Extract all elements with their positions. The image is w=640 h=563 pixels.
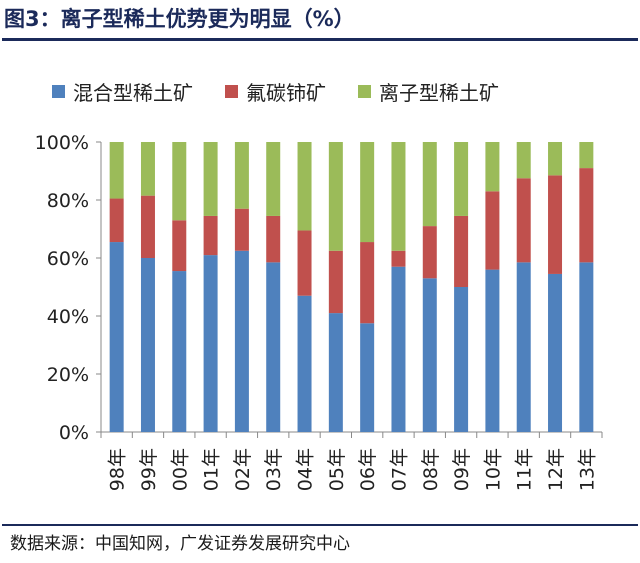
bar-segment-ionic	[548, 142, 563, 176]
legend-swatch-mixed	[52, 84, 65, 98]
stacked-bar-chart: 0% 20% 40% 60% 80% 100% 98年 99年 00年 01年 02年 03年 04年 0…	[35, 132, 603, 491]
bar-segment-ionic	[172, 142, 187, 221]
x-tick-label: 08年	[420, 448, 442, 491]
bar-segment-mixed	[172, 271, 187, 432]
x-tick-label: 11年	[514, 448, 536, 491]
bar-segment-mixed	[579, 262, 594, 432]
x-tick-label: 13年	[576, 448, 598, 491]
bar-segment-fluoro	[109, 198, 124, 243]
bar-segment-fluoro	[422, 226, 437, 279]
x-tick-label: 00年	[169, 448, 191, 491]
bar-segment-ionic	[516, 142, 531, 179]
bar-segment-ionic	[391, 142, 406, 251]
x-tick-label: 03年	[263, 448, 285, 491]
bar-segment-fluoro	[360, 242, 375, 324]
bar-segment-ionic	[297, 142, 312, 231]
legend-item-ionic: 离子型稀土矿	[358, 77, 499, 106]
bar-segment-mixed	[516, 262, 531, 432]
x-tick-label: 02年	[232, 448, 254, 491]
x-tick-label: 01年	[201, 448, 223, 491]
bar-segment-fluoro	[548, 175, 563, 274]
legend-item-fluoro: 氟碳铈矿	[225, 77, 326, 106]
bar-segment-mixed	[109, 242, 124, 432]
bar-segment-fluoro	[579, 168, 594, 263]
x-tick-label: 04年	[295, 448, 317, 491]
bar-segment-mixed	[360, 323, 375, 432]
legend-swatch-fluoro	[225, 84, 238, 98]
bar-segment-fluoro	[485, 191, 500, 270]
y-tick-label: 60%	[47, 248, 89, 270]
bar-segment-ionic	[266, 142, 281, 216]
bar-segment-mixed	[234, 250, 249, 432]
bar-segment-ionic	[109, 142, 124, 199]
bar-segment-fluoro	[172, 220, 187, 272]
x-tick-label: 05年	[326, 448, 348, 491]
bar-segment-mixed	[485, 269, 500, 432]
bar-segment-mixed	[140, 258, 155, 432]
bar-segment-ionic	[360, 142, 375, 243]
legend-label-ionic: 离子型稀土矿	[379, 80, 499, 105]
bar-segment-mixed	[297, 295, 312, 432]
bar-segment-ionic	[140, 142, 155, 196]
legend-label-mixed: 混合型稀土矿	[73, 80, 193, 105]
x-tick-label: 99年	[138, 448, 160, 491]
source-divider	[2, 524, 638, 526]
x-tick-label: 06年	[357, 448, 379, 491]
bar-segment-mixed	[422, 278, 437, 432]
bar-segment-fluoro	[516, 178, 531, 263]
y-tick-label: 0%	[59, 422, 89, 444]
bar-segment-mixed	[266, 262, 281, 432]
source-note: 数据来源：中国知网，广发证券发展研究中心	[10, 534, 350, 554]
bar-segment-mixed	[391, 266, 406, 432]
bar-segment-fluoro	[266, 215, 281, 263]
x-tick-label: 98年	[107, 448, 129, 491]
title-divider	[2, 38, 638, 41]
bar-segment-mixed	[328, 313, 343, 432]
legend-item-mixed: 混合型稀土矿	[52, 77, 193, 106]
bar-segment-ionic	[328, 142, 343, 251]
y-tick-label: 100%	[35, 132, 89, 154]
bar-segment-ionic	[203, 142, 218, 216]
bar-segment-ionic	[579, 142, 594, 169]
x-tick-label: 10年	[482, 448, 504, 491]
legend-label-fluoro: 氟碳铈矿	[246, 80, 326, 105]
bar-segment-fluoro	[203, 215, 218, 256]
bar-segment-fluoro	[454, 215, 469, 287]
bar-segment-ionic	[454, 142, 469, 216]
x-tick-label: 09年	[451, 448, 473, 491]
bar-segment-mixed	[203, 255, 218, 432]
bar-segment-fluoro	[328, 250, 343, 314]
bar-segment-ionic	[234, 142, 249, 209]
y-tick-label: 80%	[47, 190, 89, 212]
bar-segment-fluoro	[140, 195, 155, 258]
bar-segment-fluoro	[234, 208, 249, 251]
bar-segment-mixed	[548, 273, 563, 432]
bar-segment-ionic	[485, 142, 500, 192]
y-tick-label: 20%	[47, 364, 89, 386]
x-tick-label: 12年	[545, 448, 567, 491]
bar-segment-fluoro	[297, 230, 312, 296]
bar-segment-fluoro	[391, 250, 406, 267]
bar-segment-ionic	[422, 142, 437, 227]
x-tick-label: 07年	[388, 448, 410, 491]
y-tick-label: 40%	[47, 306, 89, 328]
chart-legend: 混合型稀土矿 氟碳铈矿 离子型稀土矿	[52, 77, 531, 106]
bar-segment-mixed	[454, 287, 469, 432]
chart-title: 图3：离子型稀土优势更为明显（%）	[4, 7, 355, 31]
legend-swatch-ionic	[358, 84, 371, 98]
